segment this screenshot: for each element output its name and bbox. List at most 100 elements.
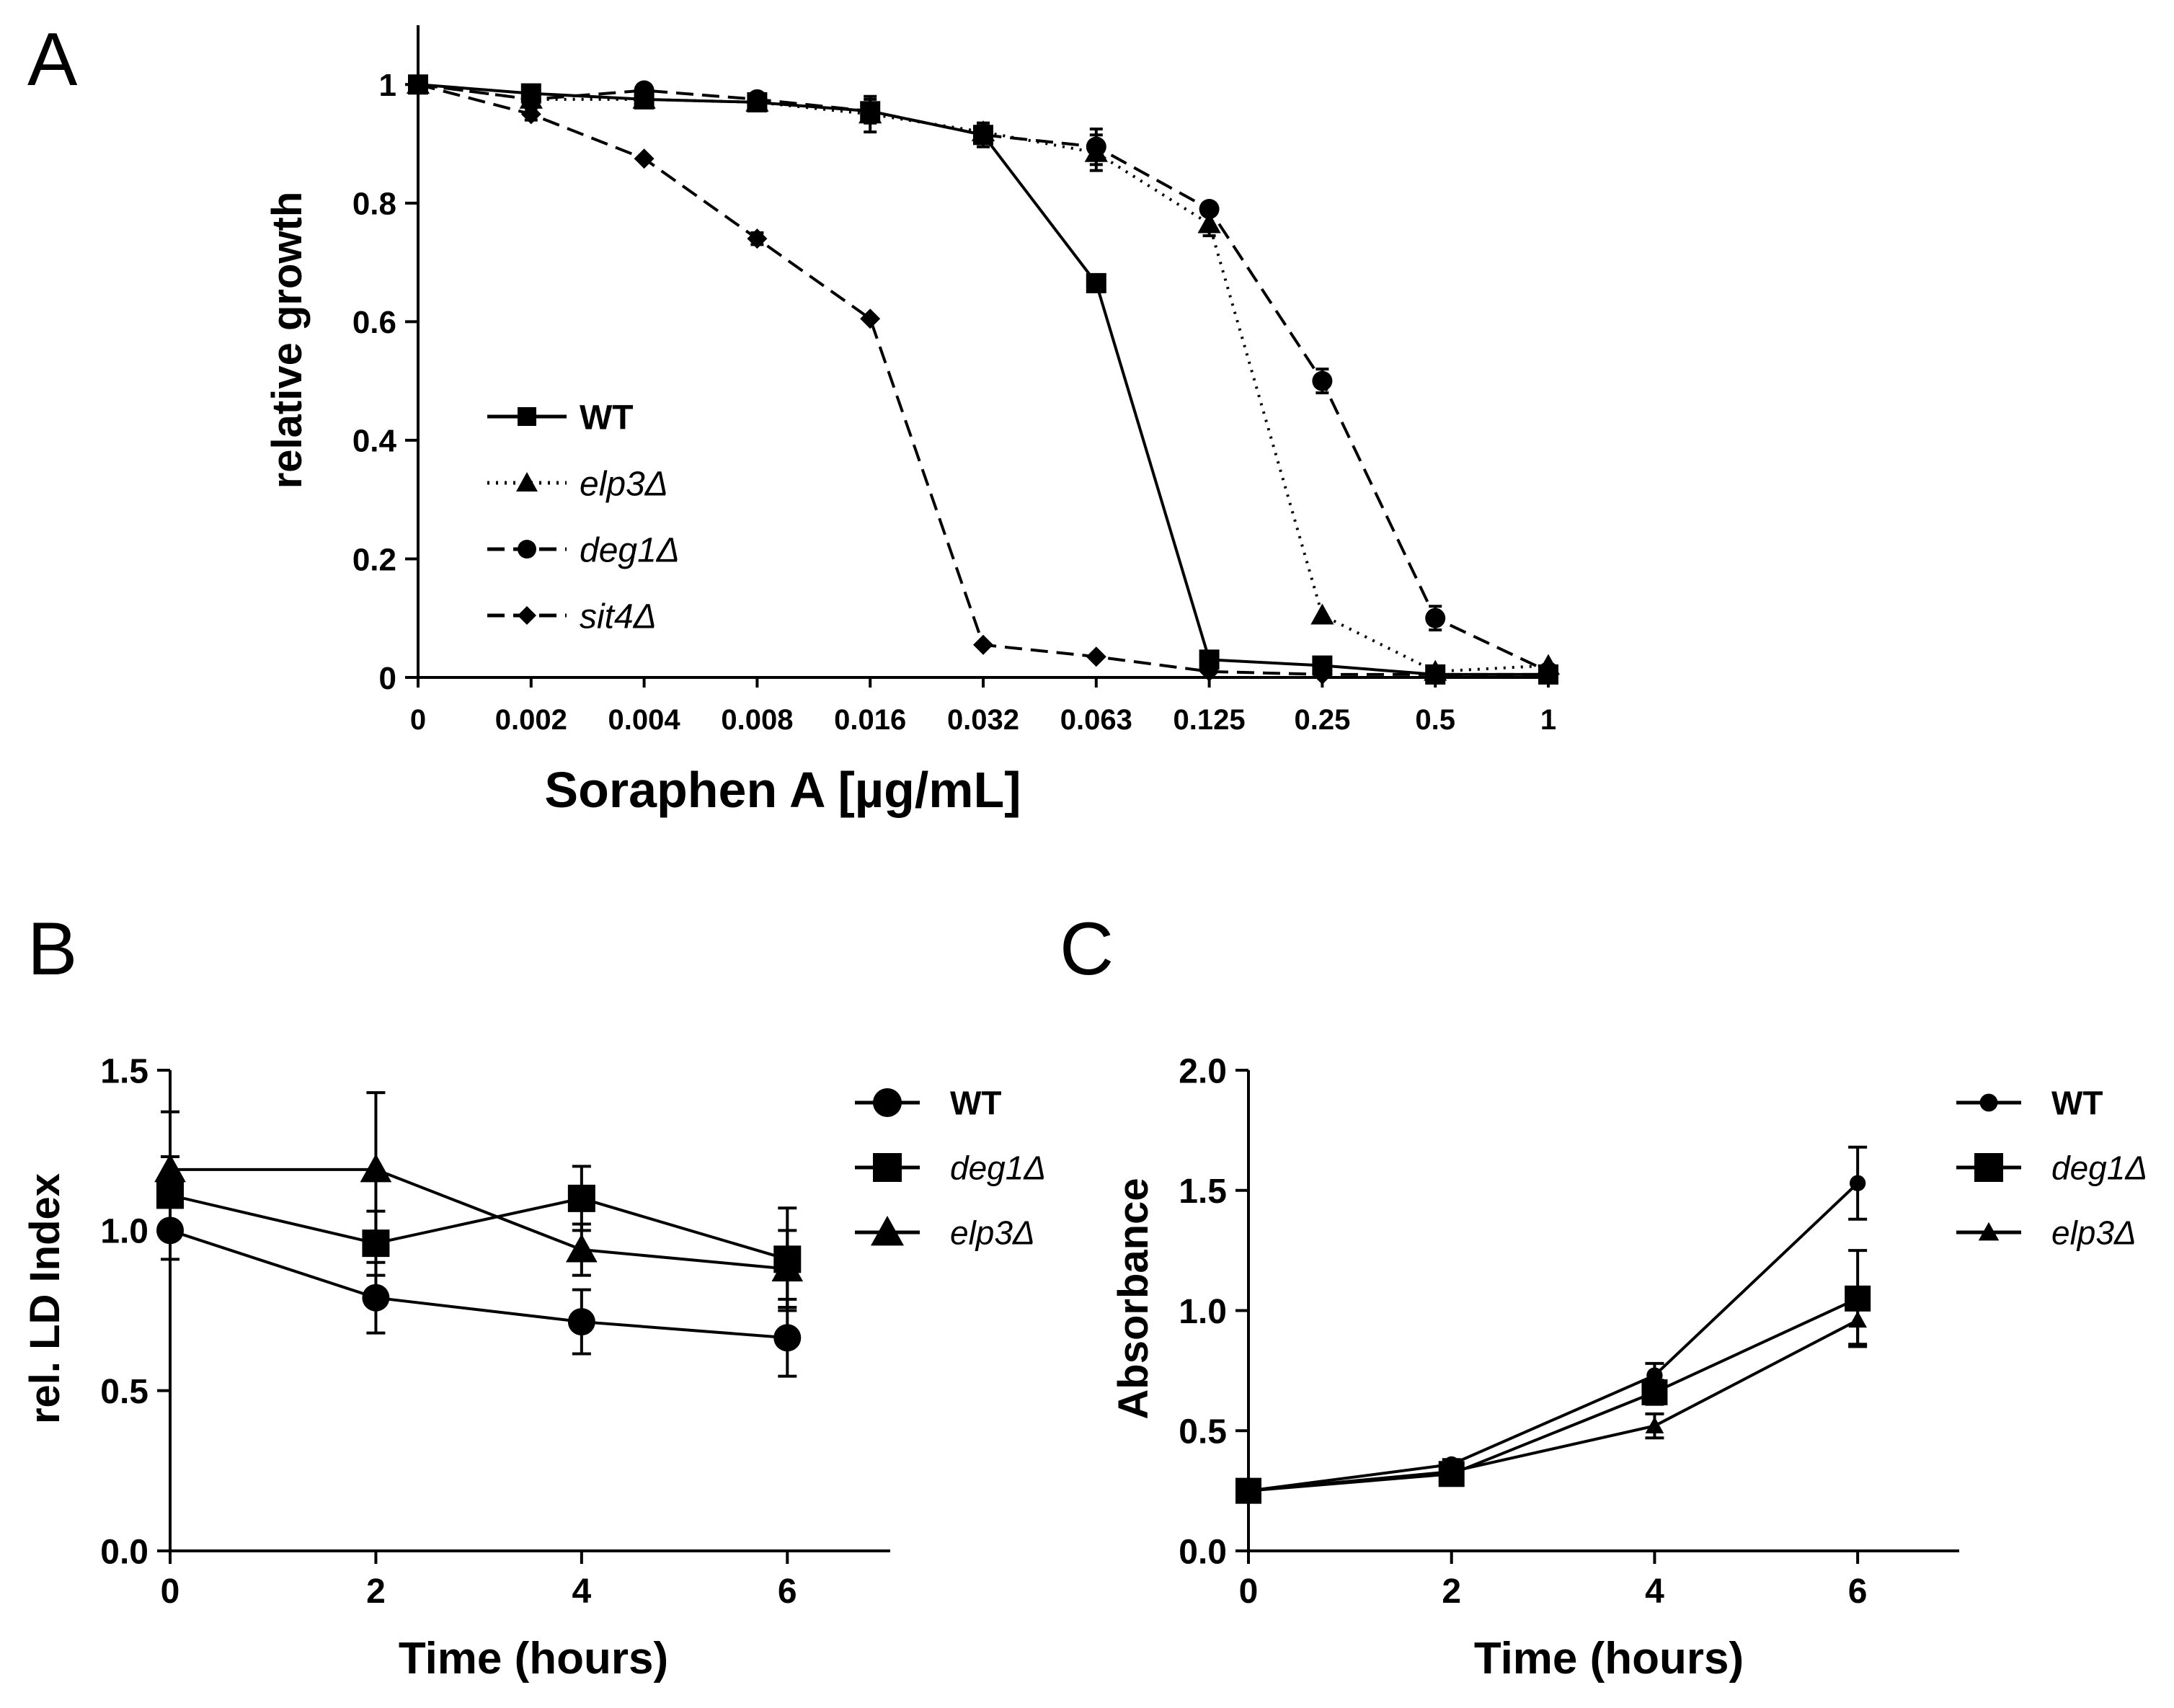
panel-b-label: B <box>27 907 77 991</box>
legend-label-elp3: elp3Δ <box>2051 1214 2137 1252</box>
x-tick-label: 4 <box>572 1573 592 1611</box>
chart-a-plot <box>406 73 1561 685</box>
chart-c-legend: WT deg1Δ elp3Δ <box>1956 1085 2147 1252</box>
data-point-elp3 <box>566 1234 598 1263</box>
x-tick-label: 2 <box>1442 1573 1461 1611</box>
legend-marker-wt <box>518 407 536 426</box>
data-point-wt <box>567 1308 595 1336</box>
chart-b-ylabel: rel. LD Index <box>22 1173 68 1424</box>
chart-a-legend: WT elp3Δ deg1Δ sit4Δ <box>487 399 680 636</box>
y-tick-label: 1.5 <box>1179 1173 1227 1211</box>
data-point-sit4 <box>973 634 993 655</box>
chart-c-xlabel: Time (hours) <box>1474 1634 1744 1683</box>
data-point-elp3 <box>1645 1416 1664 1433</box>
x-tick-label: 2 <box>366 1573 386 1611</box>
x-tick-label: 0.008 <box>721 704 793 736</box>
data-point-wt <box>773 1324 802 1352</box>
legend-marker-deg1 <box>518 540 536 559</box>
legend-marker-elp3 <box>871 1216 904 1246</box>
data-point-deg1 <box>567 1184 595 1212</box>
series-line-deg1 <box>417 83 1549 673</box>
chart-a: 0 0.2 0.4 0.6 0.8 1 0 0.002 0.004 0.008 0.016 0.032… <box>264 25 1561 818</box>
data-point-deg1 <box>1425 608 1446 628</box>
data-point-elp3 <box>1442 1462 1461 1480</box>
data-point-deg1 <box>1199 199 1220 220</box>
y-tick-label: 0.8 <box>352 187 396 222</box>
x-tick-label: 0 <box>161 1573 180 1611</box>
y-tick-label: 0.0 <box>100 1533 148 1571</box>
y-tick-label: 0.0 <box>1179 1533 1227 1571</box>
chart-b-xlabel: Time (hours) <box>399 1634 668 1683</box>
data-point-elp3 <box>1197 212 1221 233</box>
chart-b-plot <box>154 1091 804 1378</box>
y-tick-label: 0.4 <box>352 424 397 459</box>
data-point-sit4 <box>408 74 428 95</box>
y-tick-label: 0.5 <box>1179 1413 1227 1451</box>
data-point-deg1 <box>1086 136 1106 157</box>
data-point-sit4 <box>520 104 541 125</box>
data-point-sit4 <box>634 148 655 169</box>
y-tick-label: 1.0 <box>1179 1293 1227 1331</box>
data-point-elp3 <box>1848 1311 1867 1328</box>
y-tick-label: 1 <box>379 68 396 103</box>
data-point-deg1 <box>1641 1379 1668 1405</box>
data-point-deg1 <box>1312 370 1333 391</box>
legend-marker-elp3 <box>1978 1222 2000 1241</box>
legend-marker-deg1 <box>873 1153 902 1182</box>
data-point-elp3 <box>154 1153 186 1183</box>
data-point-sit4 <box>1312 664 1333 685</box>
data-point-elp3 <box>360 1153 392 1183</box>
y-tick-label: 0.2 <box>352 542 396 577</box>
x-tick-label: 0.004 <box>608 704 681 736</box>
data-point-elp3 <box>1310 603 1334 625</box>
data-point-wt <box>1849 1175 1866 1191</box>
data-point-wt <box>362 1284 390 1312</box>
series-elp3 <box>154 1091 804 1309</box>
legend-label-elp3: elp3Δ <box>580 465 668 503</box>
chart-c-ylabel: Absorbance <box>1110 1178 1157 1419</box>
legend-label-wt: WT <box>2051 1085 2103 1122</box>
legend-label-deg1: deg1Δ <box>2051 1149 2147 1187</box>
data-point-elp3 <box>771 1253 804 1282</box>
chart-a-ylabel: relative growth <box>264 192 311 489</box>
y-tick-label: 0.6 <box>352 305 396 340</box>
legend-marker-sit4 <box>518 606 536 625</box>
data-point-wt <box>1086 272 1106 293</box>
y-tick-label: 1.0 <box>100 1213 148 1251</box>
series-line-deg1 <box>169 1193 788 1261</box>
x-tick-label: 0.063 <box>1060 704 1132 736</box>
panel-c-label: C <box>1060 907 1114 991</box>
chart-c-plot <box>1235 1145 1871 1504</box>
x-tick-label: 6 <box>1848 1573 1868 1611</box>
panel-a-label: A <box>27 18 78 102</box>
x-tick-label: 0 <box>1239 1573 1259 1611</box>
x-tick-label: 0 <box>410 704 426 736</box>
x-tick-label: 0.032 <box>947 704 1019 736</box>
chart-b: 0.0 0.5 1.0 1.5 0 2 4 6 rel. LD Index Time (hou… <box>22 1052 1046 1683</box>
series-line-wt <box>1248 1182 1859 1493</box>
legend-label-wt: WT <box>580 399 634 437</box>
y-tick-label: 0.5 <box>100 1373 148 1411</box>
chart-c-axes: 0.0 0.5 1.0 1.5 2.0 0 2 4 6 <box>1179 1052 1959 1611</box>
series-wt <box>156 1200 802 1378</box>
x-tick-label: 0.125 <box>1173 704 1246 736</box>
legend-label-deg1: deg1Δ <box>950 1149 1046 1187</box>
x-tick-label: 1 <box>1540 704 1556 736</box>
series-sit4 <box>408 74 1558 685</box>
legend-marker-elp3 <box>516 472 538 492</box>
data-point-sit4 <box>1425 664 1446 685</box>
series-line-elp3 <box>170 1167 788 1271</box>
series-line-elp3 <box>1248 1319 1859 1493</box>
data-point-sit4 <box>1538 664 1558 685</box>
data-point-deg1 <box>634 80 655 101</box>
chart-b-legend: WT deg1Δ elp3Δ <box>855 1085 1046 1252</box>
legend-label-deg1: deg1Δ <box>580 531 680 569</box>
x-tick-label: 4 <box>1645 1573 1664 1611</box>
data-point-sit4 <box>747 228 768 249</box>
data-point-sit4 <box>860 308 881 329</box>
legend-label-elp3: elp3Δ <box>950 1214 1035 1252</box>
data-point-deg1 <box>860 101 881 122</box>
legend-label-sit4: sit4Δ <box>580 597 657 636</box>
data-point-deg1 <box>520 89 541 110</box>
